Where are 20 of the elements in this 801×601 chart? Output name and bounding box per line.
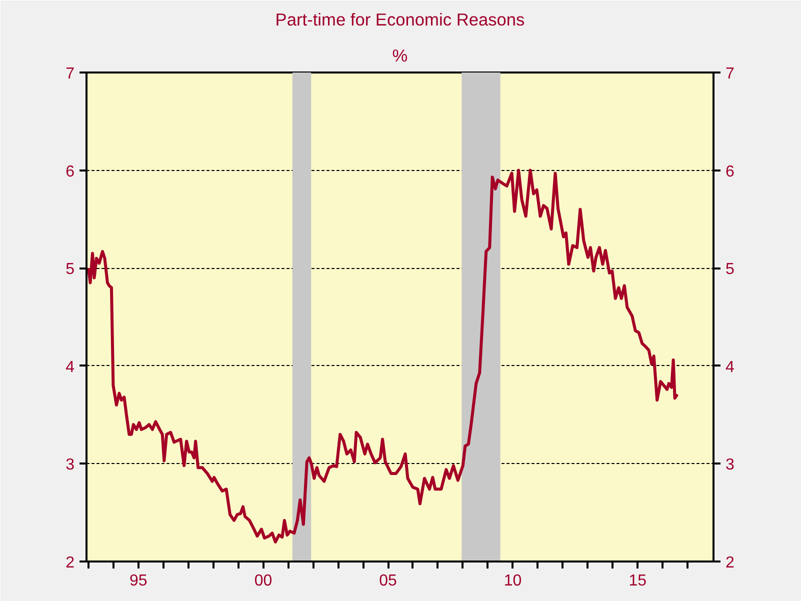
x-tick-label: 10 [504,572,522,590]
chart-title: Part-time for Economic Reasons [275,10,526,30]
y2-tick-label: 5 [726,261,734,278]
y-tick-label: 7 [66,66,75,82]
y2-tick-label: 4 [726,358,734,376]
x-tick-label: 95 [130,572,148,590]
y-tick-label: 5 [66,261,75,278]
y2-tick-label: 2 [726,554,734,572]
y-tick-label: 6 [66,163,75,180]
chart-subtitle: % [392,46,408,66]
x-tick-label: 00 [254,572,272,590]
y2-tick-label: 7 [726,66,734,82]
x-tick-label: 15 [628,572,647,590]
line-series [86,168,679,544]
y-tick-label: 3 [66,456,75,474]
y-tick-label: 4 [66,358,75,376]
y2-tick-label: 6 [726,163,734,180]
y2-tick-label: 3 [726,456,734,474]
x-tick-label: 05 [379,572,398,590]
y-tick-label: 2 [66,554,75,572]
